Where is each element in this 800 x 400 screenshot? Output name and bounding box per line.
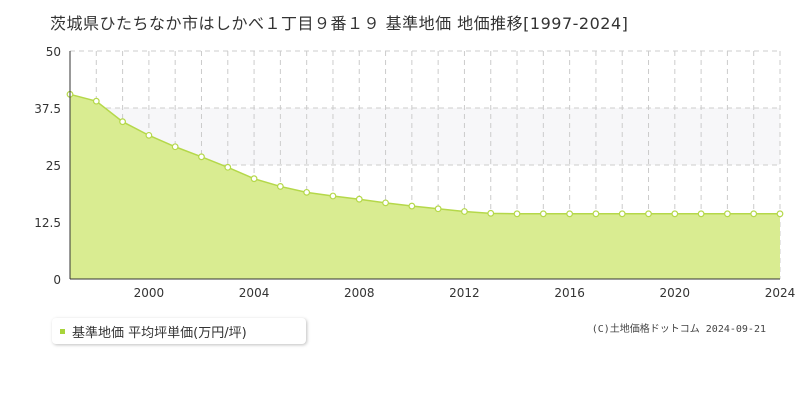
legend-swatch (60, 328, 65, 334)
data-point (171, 143, 179, 151)
data-point (224, 163, 232, 171)
x-tick-label: 2000 (134, 286, 165, 300)
data-point (671, 210, 679, 218)
legend-label: 基準地価 平均坪単価(万円/坪) (72, 325, 247, 341)
x-tick-label: 2004 (239, 286, 270, 300)
area-layer (70, 94, 780, 279)
data-point (145, 131, 153, 139)
axes-layer (69, 51, 780, 280)
y-tick-labels: 0 12.5 25 37.5 50 (34, 45, 61, 287)
data-point (566, 210, 574, 218)
x-tick-label: 2008 (344, 286, 375, 300)
data-point (539, 210, 547, 218)
points-layer (66, 90, 784, 218)
data-point (92, 97, 100, 105)
data-point (355, 195, 363, 203)
data-point (776, 210, 784, 218)
data-point (408, 202, 416, 210)
data-point (592, 210, 600, 218)
y-tick-label: 12.5 (34, 216, 61, 230)
data-point (750, 210, 758, 218)
line-layer (69, 93, 780, 215)
copyright-text: (C)土地価格ドットコム 2024-09-21 (591, 324, 766, 335)
y-tick-label: 50 (46, 45, 61, 59)
data-point (618, 210, 626, 218)
data-point (250, 175, 258, 183)
data-point (487, 209, 495, 217)
chart-title: 茨城県ひたちなか市はしかべ１丁目９番１９ 基準地価 地価推移[1997-2024… (50, 14, 629, 33)
x-tick-label: 2016 (554, 286, 585, 300)
data-point (645, 210, 652, 218)
data-point (697, 210, 705, 218)
y-tick-label: 0 (53, 273, 61, 287)
data-point (434, 205, 442, 213)
data-point (119, 118, 126, 126)
series-line (69, 93, 780, 215)
x-tick-label: 2020 (660, 286, 691, 300)
y-tick-label: 37.5 (34, 102, 61, 116)
data-point (303, 188, 311, 196)
data-point (724, 210, 731, 218)
y-tick-label: 25 (46, 159, 61, 173)
data-point (329, 192, 337, 200)
data-point (276, 183, 284, 190)
x-tick-labels: 2000 2004 2008 2012 2016 2020 2024 (134, 286, 796, 300)
data-point (382, 199, 389, 207)
series-area (70, 94, 780, 279)
legend: 基準地価 平均坪単価(万円/坪) (52, 318, 306, 344)
x-tick-label: 2012 (449, 286, 480, 300)
data-point (513, 210, 521, 218)
data-point (461, 208, 468, 215)
x-tick-label: 2024 (765, 286, 796, 300)
data-point (198, 153, 205, 161)
